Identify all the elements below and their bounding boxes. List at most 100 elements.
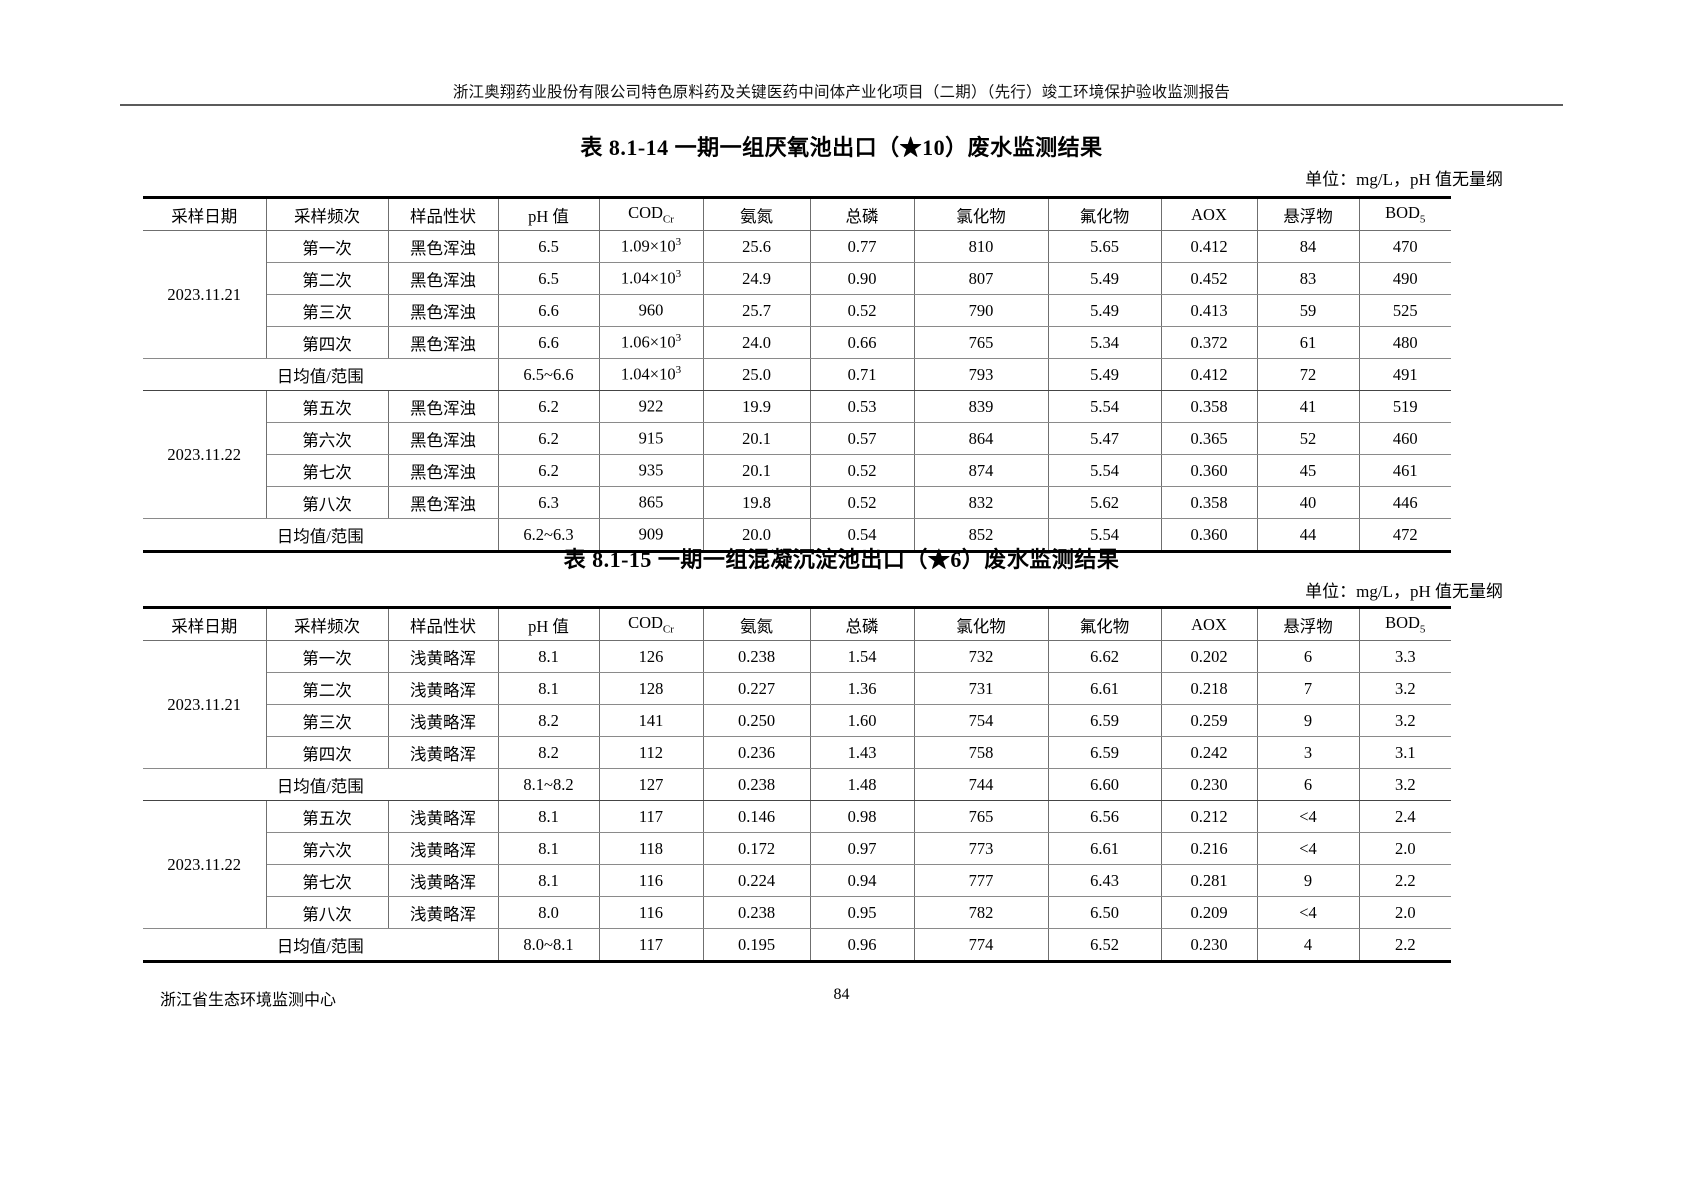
cod-cell: 117	[598, 928, 704, 963]
ph-cell: 6.5~6.6	[497, 358, 600, 391]
bod-cell: 3.2	[1358, 704, 1451, 737]
ss-cell: 4	[1256, 928, 1360, 963]
cod-mantissa: 865	[638, 492, 664, 512]
aox-cell: 0.230	[1160, 928, 1258, 963]
chloride-cell: 790	[913, 294, 1049, 327]
cod-mantissa: 960	[638, 300, 664, 320]
table-row: 第八次 黑色浑浊 6.3 865 19.8 0.52 832 5.62 0.35…	[143, 486, 1451, 519]
aox-cell: 0.412	[1160, 230, 1258, 263]
chloride-cell: 765	[913, 800, 1049, 833]
col-header-ph: pH 值	[497, 606, 600, 641]
ph-cell: 8.1	[497, 640, 600, 673]
ph-cell: 6.5	[497, 230, 600, 263]
fluoride-cell: 5.54	[1047, 390, 1162, 423]
appearance-cell: 黑色浑浊	[387, 454, 499, 487]
fluoride-cell: 6.59	[1047, 736, 1162, 769]
col-header-chloride: 氯化物	[913, 606, 1049, 641]
chloride-cell: 777	[913, 864, 1049, 897]
chloride-cell: 732	[913, 640, 1049, 673]
tp-cell: 1.36	[809, 672, 915, 705]
cod-cell: 865	[598, 486, 704, 519]
aox-cell: 0.281	[1160, 864, 1258, 897]
table-row: 第四次 黑色浑浊 6.6 1.06×103 24.0 0.66 765 5.34…	[143, 326, 1451, 359]
tp-cell: 0.53	[809, 390, 915, 423]
fluoride-cell: 5.49	[1047, 294, 1162, 327]
cod-cell: 1.04×103	[598, 358, 704, 391]
ss-cell: 83	[1256, 262, 1360, 295]
chloride-cell: 773	[913, 832, 1049, 865]
cod-cell: 960	[598, 294, 704, 327]
table-row: 第三次 黑色浑浊 6.6 960 25.7 0.52 790 5.49 0.41…	[143, 294, 1451, 327]
frequency-cell: 第五次	[265, 390, 389, 423]
tp-cell: 0.98	[809, 800, 915, 833]
ammonia-cell: 0.227	[702, 672, 811, 705]
tp-cell: 0.77	[809, 230, 915, 263]
chloride-cell: 754	[913, 704, 1049, 737]
ammonia-cell: 0.250	[702, 704, 811, 737]
col-header-tp: 总磷	[809, 196, 915, 231]
table1-title: 表 8.1-14 一期一组厌氧池出口（★10）废水监测结果	[580, 135, 1103, 160]
ph-cell: 8.2	[497, 704, 600, 737]
col-header-ammonia: 氨氮	[702, 196, 811, 231]
tp-cell: 0.52	[809, 486, 915, 519]
ammonia-cell: 25.0	[702, 358, 811, 391]
ss-cell: 6	[1256, 768, 1360, 801]
tp-cell: 1.54	[809, 640, 915, 673]
fluoride-cell: 5.49	[1047, 262, 1162, 295]
cod-cell: 922	[598, 390, 704, 423]
cod-mantissa: 935	[638, 460, 664, 480]
ss-cell: <4	[1256, 832, 1360, 865]
ss-cell: <4	[1256, 896, 1360, 929]
appearance-cell: 黑色浑浊	[387, 326, 499, 359]
ph-cell: 8.1	[497, 672, 600, 705]
fluoride-cell: 6.52	[1047, 928, 1162, 963]
table-row: 第二次 黑色浑浊 6.5 1.04×103 24.9 0.90 807 5.49…	[143, 262, 1451, 295]
aox-cell: 0.202	[1160, 640, 1258, 673]
ammonia-cell: 0.224	[702, 864, 811, 897]
ss-cell: 52	[1256, 422, 1360, 455]
tp-cell: 0.96	[809, 928, 915, 963]
footer-page-number: 84	[833, 986, 850, 1003]
tp-cell: 1.60	[809, 704, 915, 737]
table1-unit-note: 单位：mg/L，pH 值无量纲	[1305, 170, 1503, 189]
cod-mantissa: 1.04×10	[620, 364, 676, 384]
sample-date-cell: 2023.11.22	[143, 800, 267, 929]
sample-date-cell: 2023.11.22	[143, 390, 267, 519]
chloride-cell: 852	[913, 518, 1049, 553]
col-header-bod: BOD5	[1358, 196, 1451, 231]
cod-cell: 118	[598, 832, 704, 865]
aox-cell: 0.216	[1160, 832, 1258, 865]
bod-subscript: 5	[1419, 623, 1426, 636]
bod-cell: 2.0	[1358, 832, 1451, 865]
ammonia-cell: 0.238	[702, 768, 811, 801]
header-divider-rule	[120, 104, 1563, 106]
cod-subscript: Cr	[662, 623, 674, 636]
table1-header-row: 采样日期 采样频次 样品性状 pH 值 CODCr 氨氮 总磷 氯化物 氟化物 …	[143, 196, 1451, 231]
bod-cell: 525	[1358, 294, 1451, 327]
fluoride-cell: 5.34	[1047, 326, 1162, 359]
fluoride-cell: 5.65	[1047, 230, 1162, 263]
cod-exponent: 3	[675, 268, 682, 281]
aox-cell: 0.372	[1160, 326, 1258, 359]
bod-cell: 3.3	[1358, 640, 1451, 673]
cod-cell: 1.06×103	[598, 326, 704, 359]
bod-cell: 3.1	[1358, 736, 1451, 769]
cod-cell: 141	[598, 704, 704, 737]
ph-cell: 6.3	[497, 486, 600, 519]
cod-mantissa: 915	[638, 428, 664, 448]
cod-cell: 128	[598, 672, 704, 705]
aox-cell: 0.209	[1160, 896, 1258, 929]
chloride-cell: 774	[913, 928, 1049, 963]
daily-average-label: 日均值/范围	[143, 518, 499, 553]
sample-date-cell: 2023.11.21	[143, 640, 267, 769]
chloride-cell: 832	[913, 486, 1049, 519]
frequency-cell: 第八次	[266, 896, 389, 929]
frequency-cell: 第五次	[265, 800, 389, 833]
fluoride-cell: 6.59	[1047, 704, 1162, 737]
frequency-cell: 第一次	[265, 230, 389, 263]
bod-cell: 491	[1358, 358, 1451, 391]
ss-cell: 61	[1256, 326, 1360, 359]
daily-average-row: 日均值/范围 8.1~8.2 127 0.238 1.48 744 6.60 0…	[143, 768, 1451, 801]
col-header-tp: 总磷	[809, 606, 915, 641]
